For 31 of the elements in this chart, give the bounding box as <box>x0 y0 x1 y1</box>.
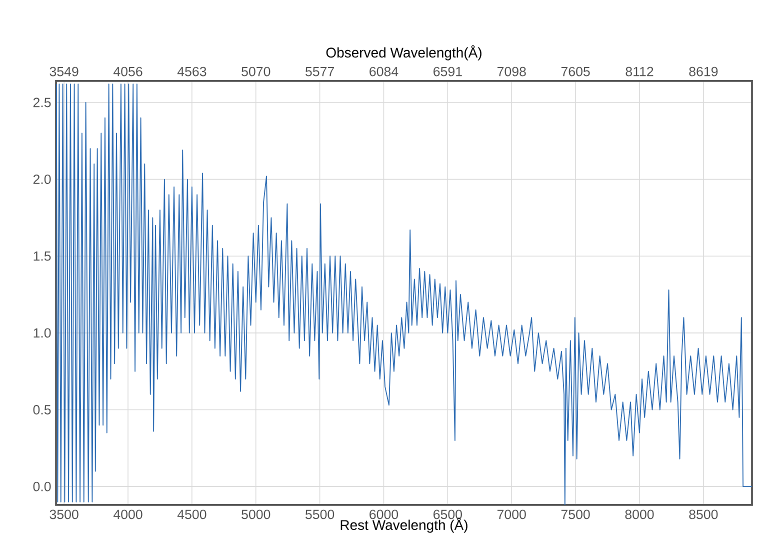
y-tick-label: 1.5 <box>34 251 51 261</box>
y-tick-label: 2.0 <box>33 174 51 184</box>
x-axis-title: Rest Wavelength (Å) <box>340 518 468 533</box>
x-tick-label: 6000 <box>370 510 398 520</box>
x2-tick-label: 8619 <box>689 66 718 76</box>
y-tick-label: 2.5 <box>33 98 51 108</box>
x2-tick-label: 8112 <box>626 66 654 76</box>
x-tick-label: 6500 <box>434 510 462 520</box>
x2-tick-label: 4563 <box>177 66 206 76</box>
x-tick-label: 8500 <box>689 510 718 520</box>
x2-tick-label: 3549 <box>50 66 78 76</box>
x-tick-label: 5000 <box>242 510 270 520</box>
x2-tick-label: 5577 <box>306 66 334 76</box>
x-tick-label: 7000 <box>497 510 526 520</box>
x2-tick-label: 7098 <box>497 66 526 76</box>
x2-tick-label: 5070 <box>242 66 270 76</box>
y-tick-label: 0.0 <box>33 482 51 492</box>
x-tick-label: 7500 <box>561 510 590 520</box>
x2-axis-title: Observed Wavelength(Å) <box>326 45 482 60</box>
x-tick-label: 4000 <box>113 510 142 520</box>
y-tick-label: 1.0 <box>34 328 51 338</box>
line-series <box>56 84 752 505</box>
x-tick-label: 8000 <box>625 510 654 520</box>
x2-tick-label: 6591 <box>434 66 462 76</box>
x-tick-label: 5500 <box>306 510 334 520</box>
y-tick-label: 0.5 <box>33 405 51 414</box>
x2-tick-label: 7605 <box>561 66 590 76</box>
x2-tick-label: 6084 <box>370 66 398 76</box>
x2-tick-label: 4056 <box>113 66 142 76</box>
x-tick-label: 4500 <box>177 510 206 520</box>
x-tick-label: 3500 <box>50 510 78 520</box>
